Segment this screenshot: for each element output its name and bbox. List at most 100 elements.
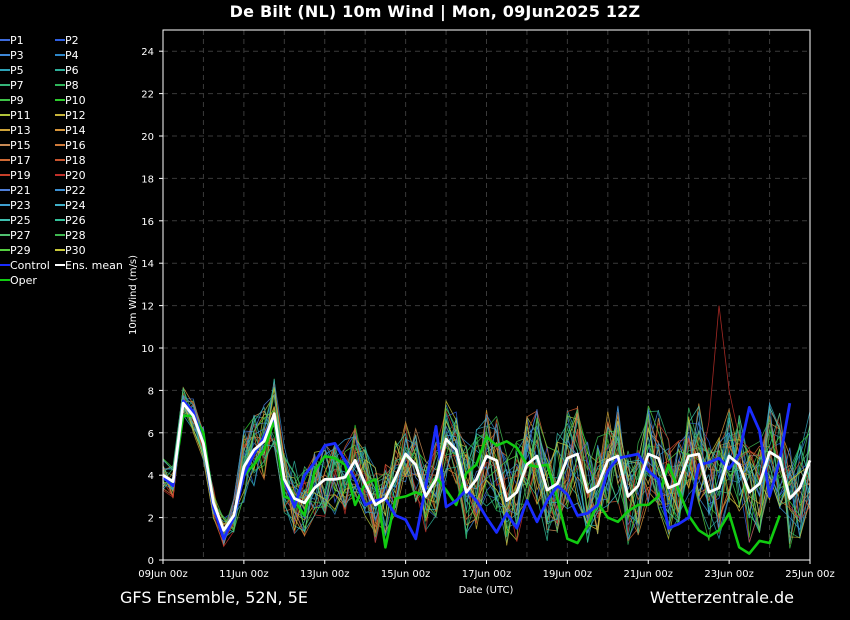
legend-entry: P9 (0, 94, 24, 107)
y-tick-label: 6 (148, 429, 154, 440)
y-tick-label: 22 (141, 90, 154, 101)
legend-entry: P12 (55, 109, 86, 122)
legend-label: P24 (65, 199, 86, 212)
legend-label: P22 (65, 184, 86, 197)
y-tick-label: 16 (141, 217, 154, 228)
legend-entry: Control (0, 259, 50, 272)
legend-entry: P11 (0, 109, 31, 122)
legend-label: P9 (10, 94, 24, 107)
legend-entry: P16 (55, 139, 86, 152)
legend-entry: P20 (55, 169, 86, 182)
legend-label: P17 (10, 154, 31, 167)
legend-entry: P10 (55, 94, 86, 107)
legend-entry: P27 (0, 229, 31, 242)
legend-entry: P19 (0, 169, 31, 182)
x-tick-label: 15Jun 00z (381, 569, 431, 580)
chart-title: De Bilt (NL) 10m Wind | Mon, 09Jun2025 1… (229, 2, 641, 21)
legend-entry: P17 (0, 154, 31, 167)
footer-source-label: Wetterzentrale.de (649, 588, 794, 607)
x-tick-label: 11Jun 00z (219, 569, 269, 580)
y-tick-label: 8 (148, 386, 154, 397)
series-line-p19 (162, 400, 811, 543)
legend-entry: P6 (55, 64, 79, 77)
legend-label: Control (10, 259, 50, 272)
y-tick-label: 24 (141, 47, 154, 58)
y-tick-label: 14 (141, 259, 154, 270)
y-tick-label: 4 (148, 471, 154, 482)
legend-label: P20 (65, 169, 86, 182)
series-line-p30 (162, 387, 811, 533)
legend-label: P23 (10, 199, 31, 212)
legend-entry: P24 (55, 199, 86, 212)
legend-label: P5 (10, 64, 24, 77)
x-tick-label: 09Jun 00z (138, 569, 188, 580)
y-tick-label: 0 (148, 556, 154, 567)
y-tick-label: 12 (141, 302, 154, 313)
x-tick-label: 13Jun 00z (300, 569, 350, 580)
legend-label: P13 (10, 124, 31, 137)
legend-entry: P5 (0, 64, 24, 77)
legend-entry: P14 (55, 124, 86, 137)
y-tick-label: 10 (141, 344, 154, 355)
legend-label: P28 (65, 229, 86, 242)
legend-label: Oper (10, 274, 37, 287)
legend-entry: P23 (0, 199, 31, 212)
legend-entry: P2 (55, 34, 79, 47)
legend-entry: P25 (0, 214, 31, 227)
legend-label: P30 (65, 244, 86, 257)
legend-label: Ens. mean (65, 259, 123, 272)
legend-label: P27 (10, 229, 31, 242)
series-line-p29 (162, 401, 811, 541)
x-tick-label: 21Jun 00z (623, 569, 673, 580)
x-tick-label: 17Jun 00z (462, 569, 512, 580)
legend-entry: P18 (55, 154, 86, 167)
legend-entry: P22 (55, 184, 86, 197)
legend-label: P2 (65, 34, 79, 47)
legend-label: P25 (10, 214, 31, 227)
legend-entry: Ens. mean (55, 259, 123, 272)
legend-label: P3 (10, 49, 24, 62)
legend-label: P29 (10, 244, 31, 257)
legend-label: P26 (65, 214, 86, 227)
series-line-p27 (162, 387, 811, 536)
legend-label: P8 (65, 79, 79, 92)
y-axis-label: 10m Wind (m/s) (128, 255, 139, 335)
x-axis-label: Date (UTC) (459, 585, 514, 596)
main-series-layer (162, 399, 812, 555)
legend-entry: P26 (55, 214, 86, 227)
plot-frame (162, 29, 811, 561)
legend-label: P11 (10, 109, 31, 122)
series-line-p23 (162, 394, 811, 546)
legend-label: P4 (65, 49, 79, 62)
legend-entry: P13 (0, 124, 31, 137)
legend-entry: Oper (0, 274, 37, 287)
legend-label: P6 (65, 64, 79, 77)
legend-label: P19 (10, 169, 31, 182)
legend-label: P21 (10, 184, 31, 197)
legend-label: P18 (65, 154, 86, 167)
legend-label: P7 (10, 79, 24, 92)
series-line-p18 (162, 399, 811, 543)
legend-entry: P15 (0, 139, 31, 152)
x-tick-label: 23Jun 00z (704, 569, 754, 580)
legend-entry: P1 (0, 34, 24, 47)
legend: P1 P2 P3 P4 P5 P6 P7 P8 P9 P10 P11 P12 P13 P14 P15 P16 P… (0, 34, 123, 287)
legend-entry: P30 (55, 244, 86, 257)
legend-label: P10 (65, 94, 86, 107)
legend-entry: P21 (0, 184, 31, 197)
legend-entry: P3 (0, 49, 24, 62)
series-line-ens-mean (162, 401, 812, 532)
y-tick-label: 20 (141, 132, 154, 143)
legend-label: P12 (65, 109, 86, 122)
x-tick-label: 19Jun 00z (543, 569, 593, 580)
legend-label: P14 (65, 124, 86, 137)
y-tick-label: 2 (148, 514, 154, 525)
legend-entry: P7 (0, 79, 24, 92)
series-line-p24 (162, 379, 811, 534)
legend-label: P16 (65, 139, 86, 152)
legend-entry: P28 (55, 229, 86, 242)
legend-label: P15 (10, 139, 31, 152)
footer-model-label: GFS Ensemble, 52N, 5E (120, 588, 308, 607)
